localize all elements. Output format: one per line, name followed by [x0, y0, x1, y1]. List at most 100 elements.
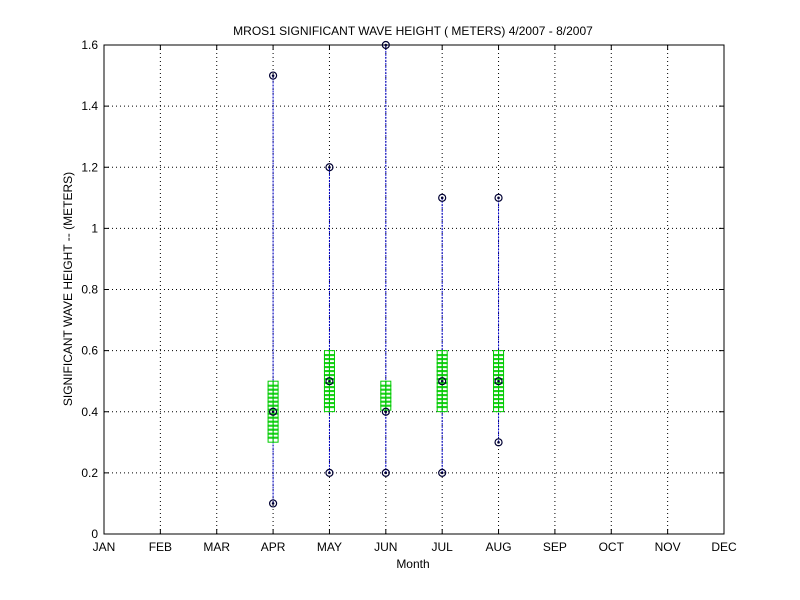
- x-tick-label: SEP: [543, 540, 567, 554]
- iqr-box-cell: [272, 384, 279, 391]
- iqr-box: [380, 380, 392, 411]
- median-marker: [494, 377, 503, 386]
- iqr-box-cell: [441, 390, 448, 397]
- iqr-box-cell: [328, 366, 335, 373]
- max-marker-dot: [271, 74, 275, 77]
- iqr-box-cell: [441, 354, 448, 361]
- x-tick-label: DEC: [711, 540, 737, 554]
- min-marker: [381, 468, 390, 477]
- iqr-box-cell: [328, 350, 335, 357]
- iqr-box-cell: [441, 366, 448, 373]
- x-tick-label: FEB: [149, 540, 172, 554]
- median-marker: [325, 377, 334, 386]
- iqr-box-cell: [441, 370, 448, 377]
- max-marker-dot: [440, 196, 444, 200]
- max-marker-dot: [497, 196, 500, 200]
- min-marker-dot: [497, 441, 500, 444]
- median-marker-dot: [328, 379, 331, 383]
- iqr-box-cell: [272, 432, 279, 439]
- iqr-box-cell: [498, 406, 505, 413]
- x-tick-label: NOV: [655, 540, 681, 554]
- y-tick-label: 1.4: [81, 99, 98, 113]
- iqr-box-cell: [328, 370, 335, 377]
- x-tick-label: APR: [261, 540, 286, 554]
- iqr-box-cell: [272, 424, 279, 431]
- iqr-box-cell: [272, 380, 279, 387]
- iqr-box-cell: [385, 380, 392, 387]
- axes: JAN FEB MAR APR MAY JUN JUL AUG SEP OCT NOV DEC 0 0.2…: [81, 38, 737, 554]
- y-tick-label: 1.2: [81, 160, 98, 174]
- iqr-box-cell: [498, 390, 505, 397]
- iqr-box-cell: [441, 398, 448, 405]
- min-marker-dot: [271, 502, 275, 505]
- y-axis-label: SIGNIFICANT WAVE HEIGHT -- (METERS): [61, 172, 75, 406]
- min-marker: [268, 499, 278, 508]
- x-tick-label: JUL: [432, 540, 454, 554]
- min-marker-dot: [328, 471, 331, 475]
- max-marker: [494, 193, 503, 202]
- x-tick-label: OCT: [599, 540, 625, 554]
- iqr-box-cell: [498, 366, 505, 373]
- max-marker-dot: [328, 165, 331, 169]
- max-marker: [268, 71, 278, 80]
- y-tick-label: 0.6: [81, 344, 98, 358]
- x-tick-label: MAY: [317, 540, 342, 554]
- iqr-box-cell: [328, 362, 335, 369]
- iqr-box-cell: [272, 436, 279, 443]
- min-marker: [494, 438, 503, 447]
- median-marker: [438, 377, 447, 386]
- min-marker: [438, 468, 447, 477]
- iqr-box-cell: [328, 394, 335, 401]
- median-marker-dot: [384, 410, 388, 414]
- chart-title: MROS1 SIGNIFICANT WAVE HEIGHT ( METERS) …: [233, 24, 593, 38]
- median-marker-dot: [271, 410, 275, 414]
- x-axis-label: Month: [396, 557, 429, 571]
- iqr-box-cell: [385, 384, 392, 391]
- iqr-box-cell: [385, 388, 392, 395]
- iqr-box-cell: [328, 406, 335, 413]
- min-marker-dot: [440, 471, 444, 475]
- iqr-box-cell: [272, 388, 279, 395]
- y-tick-label: 0.8: [81, 283, 98, 297]
- min-marker-dot: [384, 471, 388, 475]
- iqr-box-cell: [272, 400, 279, 407]
- iqr-box-cell: [441, 402, 448, 409]
- y-tick-label: 1: [91, 221, 98, 235]
- iqr-box-cell: [498, 402, 505, 409]
- iqr-box-cell: [441, 362, 448, 369]
- iqr-box-cell: [328, 390, 335, 397]
- iqr-box-cell: [328, 402, 335, 409]
- x-tick-label: MAR: [203, 540, 230, 554]
- x-tick-label: JUN: [374, 540, 397, 554]
- max-marker: [325, 163, 334, 172]
- iqr-box-cell: [385, 400, 392, 407]
- iqr-box-cell: [441, 394, 448, 401]
- iqr-box-cell: [328, 398, 335, 405]
- y-tick-label: 0: [91, 527, 98, 541]
- iqr-box-cell: [498, 354, 505, 361]
- x-tick-label: JAN: [93, 540, 116, 554]
- iqr-box-cell: [272, 396, 279, 403]
- iqr-box-cell: [441, 358, 448, 365]
- iqr-box-cell: [385, 396, 392, 403]
- max-marker-dot: [384, 43, 388, 47]
- iqr-box-cell: [498, 362, 505, 369]
- iqr-box-cell: [498, 394, 505, 401]
- iqr-box-cell: [498, 386, 505, 393]
- y-tick-label: 0.4: [81, 405, 98, 419]
- iqr-box-cell: [328, 358, 335, 365]
- median-marker: [268, 407, 278, 416]
- x-tick-label: AUG: [486, 540, 512, 554]
- iqr-box-cell: [272, 420, 279, 427]
- median-marker-dot: [497, 379, 500, 383]
- max-marker: [438, 193, 447, 202]
- iqr-box-cell: [441, 350, 448, 357]
- iqr-box-cell: [498, 350, 505, 357]
- iqr-box-cell: [385, 392, 392, 399]
- iqr-box-cell: [498, 398, 505, 405]
- median-marker: [381, 407, 390, 416]
- y-tick-label: 0.2: [81, 466, 98, 480]
- max-marker: [381, 40, 390, 50]
- median-marker-dot: [440, 379, 444, 383]
